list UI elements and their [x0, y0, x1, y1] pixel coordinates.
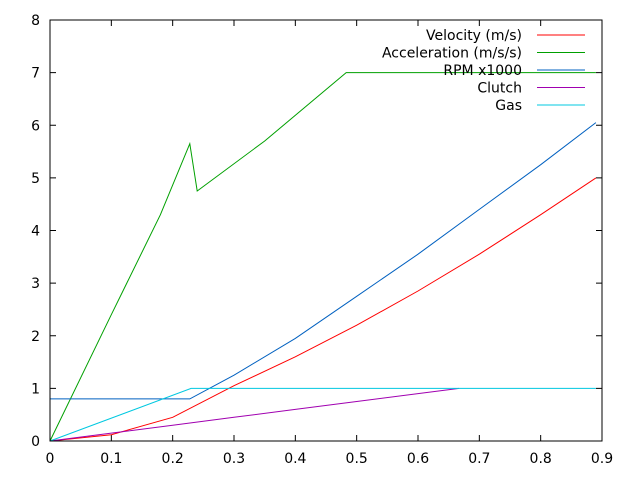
series-line-0 [49, 177, 597, 442]
y-tick-label: 3 [31, 276, 40, 292]
legend: Velocity (m/s) Acceleration (m/s/s)RPM x1… [382, 28, 585, 114]
y-tick-label: 2 [31, 329, 40, 345]
x-tick-label: 0.1 [100, 451, 122, 467]
plot-frame [49, 19, 603, 442]
x-tick-label: 0.6 [407, 451, 429, 467]
y-tick-label: 5 [31, 171, 40, 187]
legend-label: Acceleration (m/s/s) [382, 46, 522, 62]
x-tick-label: 0 [46, 451, 55, 467]
x-tick-label: 0.4 [284, 451, 306, 467]
series-line-4 [49, 387, 596, 442]
series-lines [49, 72, 597, 442]
axis-ticks: 0 0.1 0.2 0.3 0.4 0.5 0.6 0.7 0.8 0.9 0 1 2 3 4 5 6 7 8 [31, 13, 613, 467]
legend-label: Gas [495, 98, 522, 114]
y-tick-label: 7 [31, 66, 40, 82]
legend-label: RPM x1000 [443, 63, 522, 79]
series-line-2 [50, 122, 597, 400]
y-tick-label: 0 [31, 434, 40, 450]
y-tick-label: 4 [31, 224, 40, 240]
x-tick-label: 0.7 [468, 451, 490, 467]
legend-label: Velocity (m/s) [426, 28, 522, 44]
series-line-1 [49, 72, 596, 442]
x-tick-label: 0.8 [530, 451, 552, 467]
x-tick-label: 0.5 [346, 451, 368, 467]
x-tick-label: 0.3 [223, 451, 245, 467]
x-tick-label: 0.2 [162, 451, 184, 467]
y-tick-label: 8 [31, 13, 40, 29]
legend-label: Clutch [477, 81, 522, 97]
x-tick-label: 0.9 [591, 451, 613, 467]
y-tick-label: 1 [31, 381, 40, 397]
series-line-3 [49, 387, 460, 442]
y-tick-label: 6 [31, 118, 40, 134]
